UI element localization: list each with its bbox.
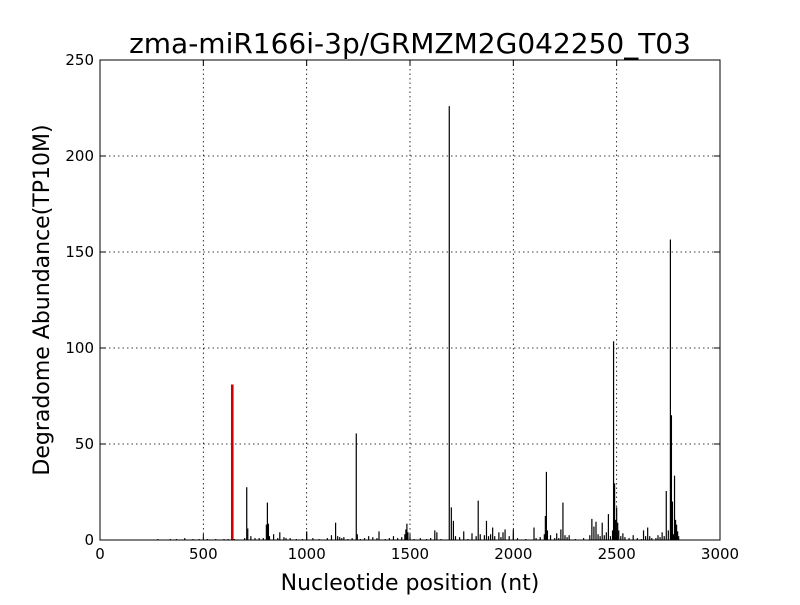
x-tick-label: 2000 [494,545,532,563]
x-tick-label: 0 [95,545,105,563]
x-tick-label: 500 [189,545,218,563]
chart-title: zma-miR166i-3p/GRMZM2G042250_T03 [129,27,691,60]
y-tick-label: 50 [75,435,94,453]
y-tick-label: 150 [65,243,94,261]
y-tick-label: 100 [65,339,94,357]
x-tick-label: 1500 [391,545,429,563]
x-tick-label: 1000 [288,545,326,563]
y-axis-label: Degradome Abundance(TP10M) [30,124,55,475]
y-tick-label: 0 [84,531,94,549]
y-tick-label: 200 [65,147,94,165]
x-tick-label: 2500 [598,545,636,563]
plot-area: 0 500 1000 1500 2000 2500 3000 0 50 100 150 200 250 [65,51,739,563]
x-axis-label: Nucleotide position (nt) [281,571,540,596]
y-tick-label: 250 [65,51,94,69]
x-tick-label: 3000 [701,545,739,563]
